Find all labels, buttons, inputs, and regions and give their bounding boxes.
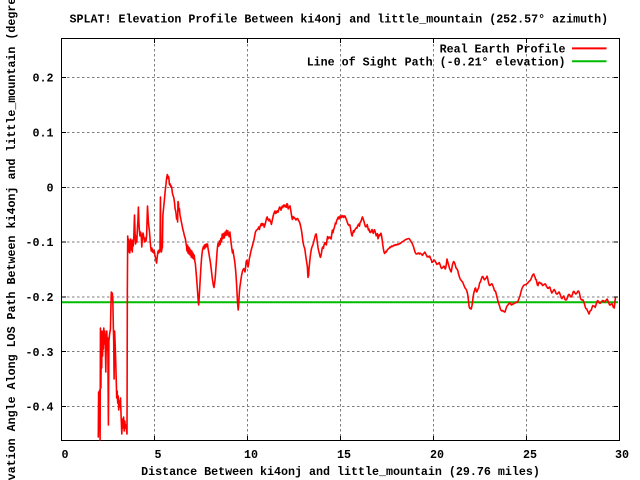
svg-text:Real Earth Profile: Real Earth Profile xyxy=(440,43,566,57)
svg-text:-0.2: -0.2 xyxy=(26,291,54,305)
svg-text:10: 10 xyxy=(244,448,258,462)
svg-text:0.1: 0.1 xyxy=(33,127,54,141)
svg-text:25: 25 xyxy=(523,448,537,462)
svg-text:-0.4: -0.4 xyxy=(26,401,54,415)
svg-text:SPLAT! Elevation Profile Betwe: SPLAT! Elevation Profile Between ki4onj … xyxy=(70,13,609,27)
svg-text:15: 15 xyxy=(337,448,351,462)
svg-text:20: 20 xyxy=(430,448,444,462)
svg-text:0: 0 xyxy=(62,448,69,462)
svg-text:0.2: 0.2 xyxy=(33,72,54,86)
svg-text:Distance Between ki4onj and li: Distance Between ki4onj and little_mount… xyxy=(141,465,540,479)
svg-text:0: 0 xyxy=(47,181,54,195)
svg-text:Line of Sight Path (-0.21° ele: Line of Sight Path (-0.21° elevation) xyxy=(307,56,566,70)
svg-text:-0.1: -0.1 xyxy=(26,236,54,250)
svg-text:Elevation Angle Along LOS Path: Elevation Angle Along LOS Path Between k… xyxy=(5,0,19,480)
svg-text:-0.3: -0.3 xyxy=(26,346,54,360)
svg-text:30: 30 xyxy=(615,448,629,462)
svg-text:5: 5 xyxy=(155,448,162,462)
